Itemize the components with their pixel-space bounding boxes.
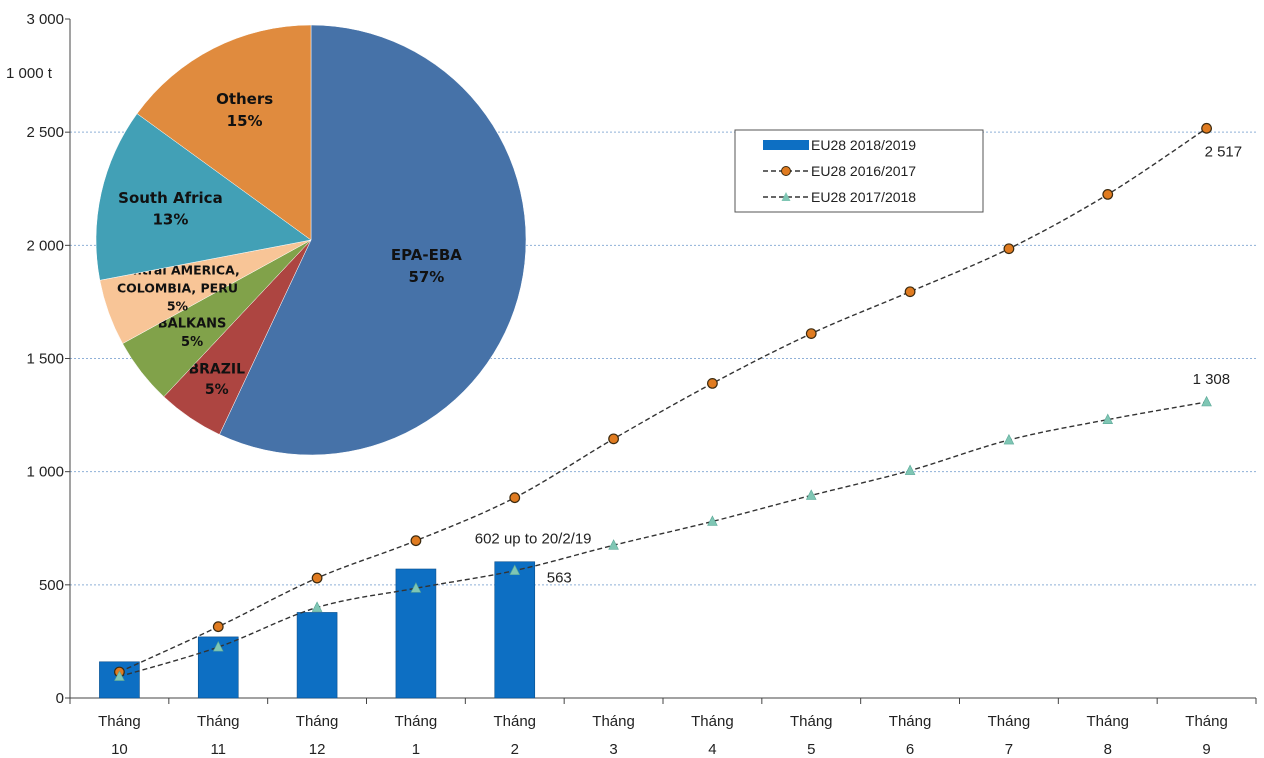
x-tick-label: Tháng 4 <box>691 713 734 758</box>
x-tick-label: Tháng 8 <box>1086 713 1129 758</box>
y-tick-label: 2 000 <box>26 237 64 254</box>
x-tick-label: Tháng 3 <box>592 713 635 758</box>
data-point <box>1201 395 1212 407</box>
x-tick-label: Tháng 1 <box>395 713 438 758</box>
pie-label: BALKANS 5% <box>158 316 227 350</box>
data-point <box>707 515 718 526</box>
data-label: 1 308 <box>1193 371 1231 388</box>
pie-label: Others 15% <box>216 90 273 130</box>
data-point <box>1102 413 1114 424</box>
data-point <box>212 641 224 652</box>
bar <box>296 612 338 699</box>
pie-label: South Africa 13% <box>118 189 223 229</box>
data-label: 563 <box>547 570 572 587</box>
data-label: 602 up to 20/2/19 <box>475 531 592 548</box>
data-label: 2 517 <box>1205 143 1243 160</box>
axes: 0 500 1 000 1 500 2 000 2 500 3 000 Tháng 10 Thán… <box>26 11 1257 758</box>
data-point <box>707 377 718 389</box>
data-point <box>509 492 521 504</box>
y-tick-label: 500 <box>39 577 64 594</box>
data-point <box>608 433 619 445</box>
data-point <box>410 535 422 547</box>
x-tick-label: Tháng 11 <box>197 713 240 758</box>
x-tick-label: Tháng 5 <box>790 713 833 758</box>
data-point <box>410 582 422 593</box>
data-point <box>904 464 916 475</box>
data-point <box>608 539 619 550</box>
data-point <box>212 621 224 633</box>
series-line <box>119 127 1207 673</box>
y-tick-label: 1 000 <box>26 464 64 481</box>
legend-label: EU28 2016/2017 <box>811 163 916 179</box>
y-axis-unit-label: 1 000 t <box>6 65 53 82</box>
pie-label: BRAZIL 5% <box>188 361 245 397</box>
x-tick-label: Tháng 12 <box>296 713 339 758</box>
legend-marker <box>781 166 791 176</box>
bar-series <box>99 561 536 699</box>
data-point <box>1201 122 1212 134</box>
data-point <box>1102 189 1114 200</box>
x-tick-label: Tháng 7 <box>988 713 1031 758</box>
data-point <box>805 328 817 340</box>
data-point <box>1003 433 1015 445</box>
annotations: 602 up to 20/2/19 563 2 517 1 308 <box>475 143 1242 586</box>
x-tick-label: Tháng 10 <box>98 713 141 758</box>
legend-label: EU28 2017/2018 <box>811 189 916 205</box>
y-tick-label: 2 500 <box>26 124 64 141</box>
series-line <box>119 401 1207 678</box>
data-point <box>805 489 817 500</box>
pie-slice <box>95 113 312 281</box>
line-series <box>114 122 1212 681</box>
pie-label: EPA-EBA 57% <box>391 246 462 286</box>
data-point <box>904 286 916 298</box>
data-point <box>311 601 323 612</box>
pie-slice <box>219 24 527 456</box>
y-tick-label: 1 500 <box>26 351 64 368</box>
x-tick-label: Tháng 2 <box>493 713 536 758</box>
y-tick-label: 0 <box>56 690 64 707</box>
legend: EU28 2018/2019 EU28 2016/2017 EU28 2017/20… <box>734 129 984 213</box>
data-point <box>114 670 125 681</box>
data-point <box>311 572 323 584</box>
y-tick-label: 3 000 <box>26 11 64 28</box>
pie-chart: EPA-EBA 57%BRAZIL 5%BALKANS 5%Central AMERI… <box>95 24 527 456</box>
data-point <box>1003 243 1015 255</box>
legend-swatch-bar <box>763 140 809 150</box>
data-point <box>509 564 521 575</box>
legend-label: EU28 2018/2019 <box>811 137 916 153</box>
pie-slice <box>136 24 312 241</box>
bar <box>494 561 536 699</box>
x-tick-label: Tháng 9 <box>1185 713 1228 758</box>
x-tick-label: Tháng 6 <box>889 713 932 758</box>
legend-marker <box>781 192 791 201</box>
